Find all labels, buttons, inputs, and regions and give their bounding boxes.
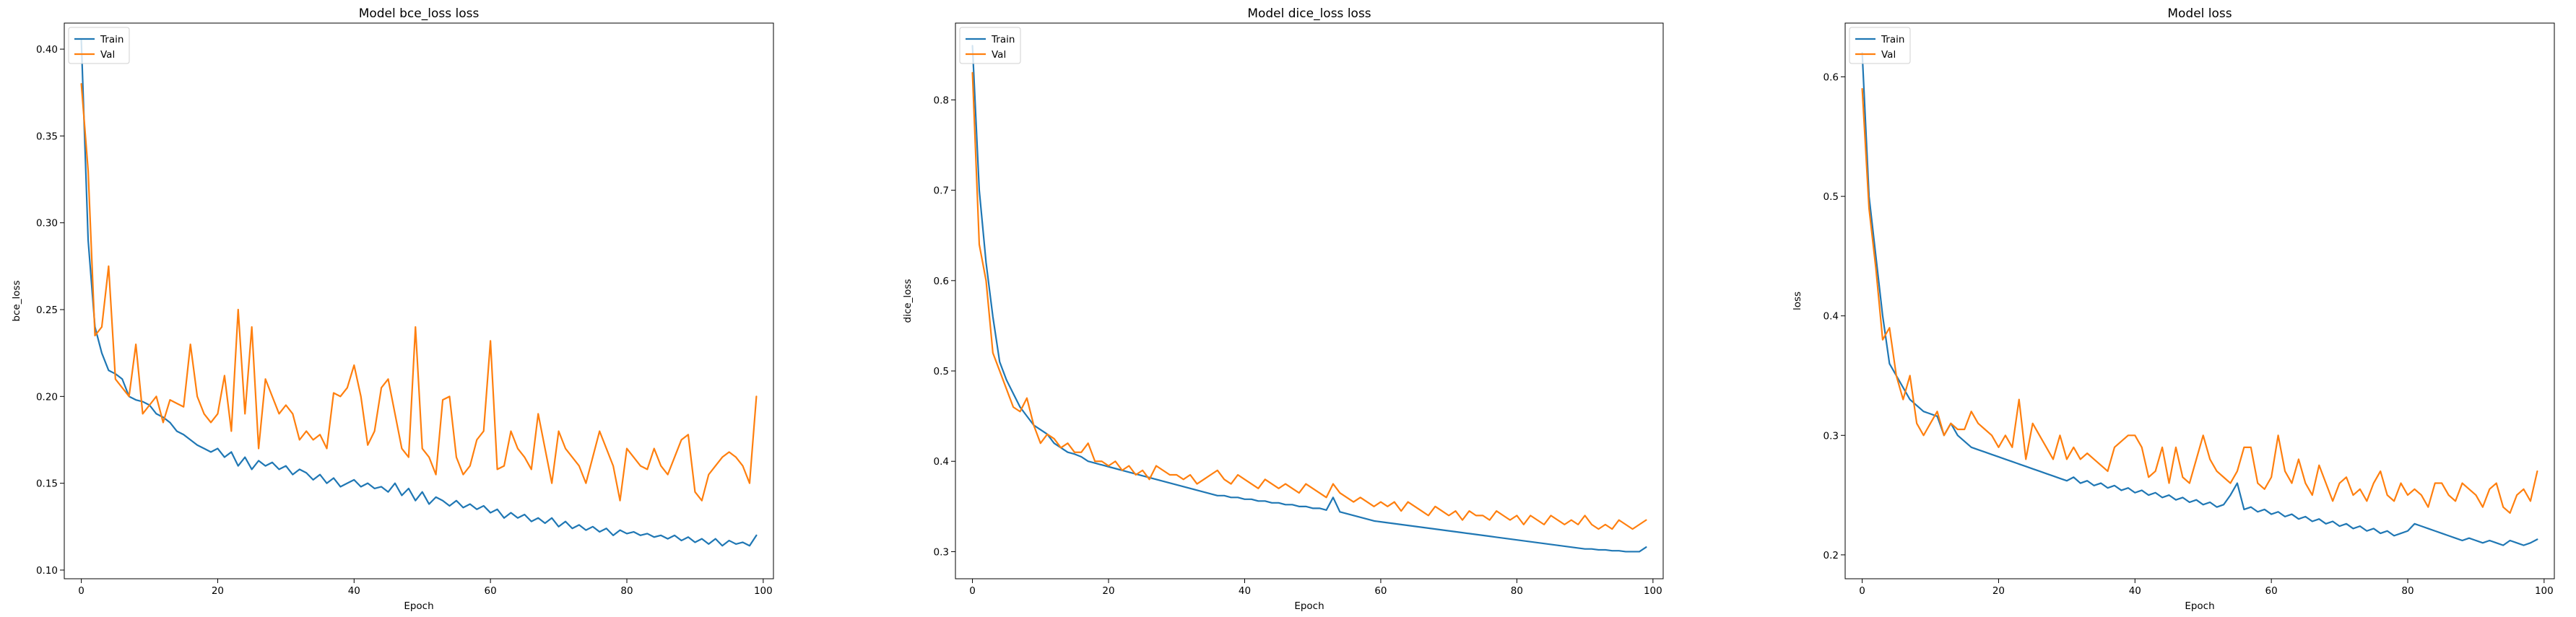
legend-label-train: Train xyxy=(100,34,123,45)
y-tick-label: 0.8 xyxy=(934,95,949,106)
x-axis-label: Epoch xyxy=(2185,600,2214,612)
x-tick-label: 0 xyxy=(969,585,976,597)
y-tick-label: 0.5 xyxy=(934,366,949,377)
legend: Train Val xyxy=(1849,27,1911,64)
plot-frame xyxy=(64,22,774,579)
series-line-val xyxy=(80,83,758,502)
series-line-train xyxy=(971,45,1647,553)
x-tick-label: 100 xyxy=(754,585,773,597)
legend-label-train: Train xyxy=(1881,34,1904,45)
y-tick-label: 0.4 xyxy=(934,456,949,468)
y-axis-label: loss xyxy=(1792,292,1803,310)
plot-frame xyxy=(955,22,1664,579)
y-axis-label: dice_loss xyxy=(902,279,914,323)
chart-panel-0: Model bce_loss loss 0 20 40 60 80 100 0.10 0.15 0… xyxy=(11,6,774,612)
x-tick-label: 60 xyxy=(2265,585,2278,597)
legend-label-val: Val xyxy=(1881,49,1896,61)
x-tick-label: 0 xyxy=(78,585,84,597)
chart-title: Model loss xyxy=(2167,6,2232,21)
y-tick-label: 0.10 xyxy=(36,565,58,577)
x-tick-label: 20 xyxy=(1992,585,2005,597)
plot-frame xyxy=(1844,22,2555,579)
y-tick-label: 0.7 xyxy=(934,185,949,197)
x-tick-label: 100 xyxy=(2535,585,2554,597)
chart-panel-2: Model loss 0 20 40 60 80 100 0.2 0.3 0.4 0.5 0.6 Epo… xyxy=(1792,6,2555,612)
legend-label-train: Train xyxy=(991,34,1015,45)
series-line-val xyxy=(971,71,1647,530)
x-tick-label: 100 xyxy=(1644,585,1662,597)
series-line-val xyxy=(1861,87,2538,515)
y-tick-label: 0.6 xyxy=(934,276,949,287)
y-tick-label: 0.30 xyxy=(36,218,58,229)
x-tick-label: 0 xyxy=(1859,585,1865,597)
series-line-train xyxy=(1861,52,2538,546)
x-axis-label: Epoch xyxy=(1294,600,1324,612)
x-tick-label: 60 xyxy=(485,585,497,597)
x-tick-label: 60 xyxy=(1374,585,1387,597)
y-tick-label: 0.4 xyxy=(1823,311,1839,323)
x-tick-label: 40 xyxy=(2129,585,2141,597)
legend: Train Val xyxy=(959,27,1021,64)
x-tick-label: 80 xyxy=(620,585,633,597)
y-tick-label: 0.5 xyxy=(1823,191,1839,203)
series-line-train xyxy=(80,39,758,547)
y-tick-label: 0.35 xyxy=(36,131,58,142)
x-tick-label: 80 xyxy=(1511,585,1523,597)
y-tick-label: 0.6 xyxy=(1823,72,1839,84)
x-tick-label: 20 xyxy=(1102,585,1114,597)
y-axis-label: bce_loss xyxy=(11,280,22,321)
legend-box xyxy=(68,27,130,64)
x-tick-label: 40 xyxy=(1239,585,1251,597)
legend-label-val: Val xyxy=(992,49,1006,61)
y-tick-label: 0.25 xyxy=(36,305,58,316)
x-tick-label: 40 xyxy=(348,585,360,597)
chart-title: Model bce_loss loss xyxy=(359,6,480,21)
y-tick-label: 0.15 xyxy=(36,478,58,490)
legend-label-val: Val xyxy=(100,49,115,61)
x-tick-label: 20 xyxy=(212,585,224,597)
y-tick-label: 0.20 xyxy=(36,391,58,403)
chart-title: Model dice_loss loss xyxy=(1247,6,1371,21)
y-tick-label: 0.3 xyxy=(1823,430,1839,442)
legend: Train Val xyxy=(68,27,130,64)
y-tick-label: 0.3 xyxy=(934,546,949,558)
x-tick-label: 80 xyxy=(2401,585,2414,597)
x-axis-label: Epoch xyxy=(404,600,433,612)
chart-panel-1: Model dice_loss loss 0 20 40 60 80 100 0.3 0.4 0.… xyxy=(902,6,1664,612)
legend-box xyxy=(1849,27,1911,64)
legend-box xyxy=(959,27,1021,64)
y-tick-label: 0.40 xyxy=(36,44,58,56)
y-tick-label: 0.2 xyxy=(1823,550,1839,561)
